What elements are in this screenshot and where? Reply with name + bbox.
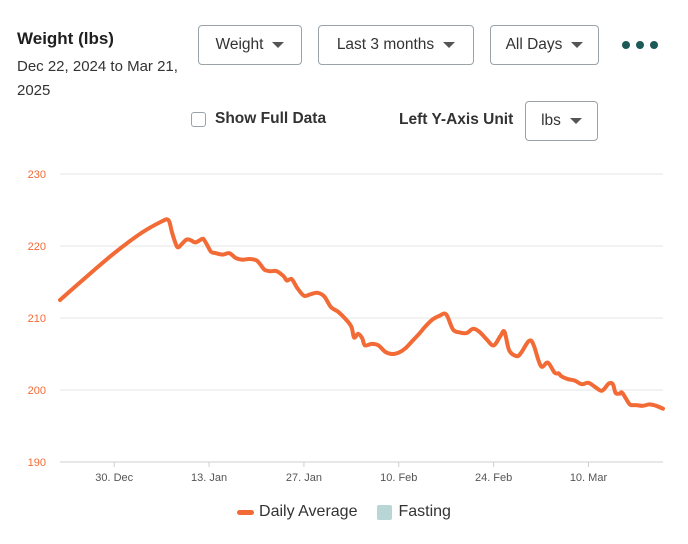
x-tick-label: 10. Feb (380, 472, 417, 484)
legend-item-fasting[interactable]: Fasting (377, 503, 451, 521)
legend-item-daily-average[interactable]: Daily Average (237, 503, 357, 521)
legend-label-daily-average: Daily Average (259, 503, 358, 520)
left-y-axis-unit-label: Left Y-Axis Unit (399, 111, 514, 128)
y-tick-label: 190 (28, 457, 46, 469)
x-tick-label: 10. Mar (570, 472, 608, 484)
more-options-icon[interactable] (622, 36, 658, 54)
chart-legend: Daily Average Fasting (0, 503, 688, 521)
caret-down-icon (272, 42, 285, 48)
y-tick-label: 230 (28, 169, 46, 181)
series-layer (58, 217, 665, 411)
x-axis-ticks: 30. Dec 13. Jan 27. Jan 10. Feb 24. Feb 10. M… (95, 462, 607, 484)
y-tick-label: 220 (28, 241, 46, 253)
range-dropdown-label: Last 3 months (336, 36, 435, 53)
caret-down-icon (443, 42, 456, 48)
grid-lines (60, 173, 663, 463)
legend-box-swatch (377, 504, 393, 520)
chart-title: Weight (lbs) (17, 29, 114, 48)
days-dropdown[interactable]: All Days (490, 25, 599, 65)
metric-dropdown-label: Weight (215, 36, 264, 53)
days-dropdown-label: All Days (505, 36, 563, 53)
legend-line-swatch (237, 509, 255, 515)
y-tick-label: 200 (28, 385, 46, 397)
x-tick-label: 24. Feb (475, 472, 512, 484)
caret-down-icon (569, 118, 582, 124)
y-axis-ticks: 190 200 210 220 230 (28, 169, 46, 469)
unit-dropdown[interactable]: lbs (525, 101, 598, 141)
range-dropdown[interactable]: Last 3 months (318, 25, 474, 65)
x-tick-label: 13. Jan (191, 472, 227, 484)
legend-label-fasting: Fasting (398, 503, 451, 520)
show-full-data-toggle[interactable]: Show Full Data (191, 110, 326, 128)
weight-chart: 190 200 210 220 230 30. Dec 13. Jan 27. Jan 10.… (28, 169, 665, 484)
x-tick-label: 27. Jan (286, 472, 322, 484)
show-full-data-checkbox[interactable] (191, 111, 206, 127)
show-full-data-label: Show Full Data (215, 110, 327, 127)
date-range: Dec 22, 2024 to Mar 21, 2025 (17, 58, 178, 99)
metric-dropdown[interactable]: Weight (198, 25, 302, 65)
caret-down-icon (571, 42, 584, 48)
series-line-daily-average[interactable] (58, 217, 665, 411)
y-tick-label: 210 (28, 313, 46, 325)
unit-dropdown-label: lbs (541, 112, 561, 129)
x-tick-label: 30. Dec (95, 472, 133, 484)
